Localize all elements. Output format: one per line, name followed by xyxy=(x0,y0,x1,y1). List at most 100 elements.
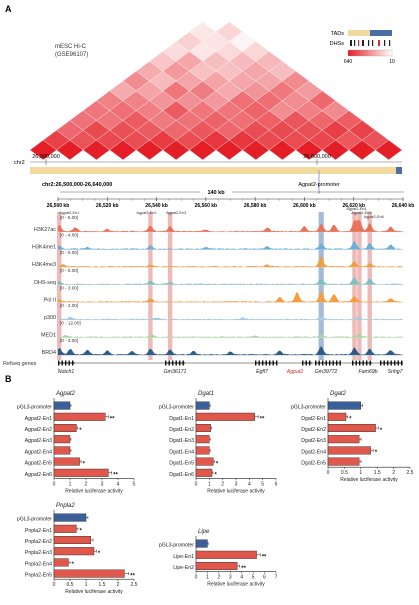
gene-exon xyxy=(61,360,63,366)
enhancer-band xyxy=(357,212,362,360)
dhs-mark xyxy=(350,40,352,46)
gene-exon xyxy=(272,360,274,366)
gene-exon xyxy=(68,360,70,366)
chart-bar xyxy=(53,446,71,455)
chart-2: Dgat2 0 0.5 1 1.5 2 2.5 Relative luciferase act… xyxy=(291,391,414,483)
tad-bar-end xyxy=(396,167,402,174)
gene-exon xyxy=(325,360,327,366)
panel-b-letter: B xyxy=(5,374,12,384)
chart-bar xyxy=(327,435,360,444)
chart-bar xyxy=(53,569,125,578)
enhancer-labels: Agpat2-En1 Agpat2-En2 Agpat2-En3 Agpat2-En4… xyxy=(59,207,384,219)
chart-tick-label: 0 xyxy=(53,582,56,588)
chart-bar xyxy=(53,435,71,444)
track-signal xyxy=(58,277,403,285)
track-range: [0 - 4.00] xyxy=(60,233,78,238)
chart-title: Agpat2 xyxy=(55,391,76,397)
enhancer-band xyxy=(57,212,62,360)
gene-exon xyxy=(387,360,389,366)
hic-cell xyxy=(375,139,403,161)
chart-bar xyxy=(195,435,210,444)
chart-category-label: Dgat1-En5 xyxy=(169,461,194,467)
gene-exon xyxy=(262,360,264,366)
legend-scale-lo: 10 xyxy=(389,59,395,65)
chart-tick-label: 0 xyxy=(195,575,198,581)
chart-4: Lipe 0 1 2 3 4 5 6 7 Relative luciferase activity… xyxy=(159,529,278,588)
chart-bar xyxy=(53,424,77,433)
track-name: Pol II xyxy=(44,297,56,303)
gene-exon xyxy=(309,360,311,366)
chart-significance: ** xyxy=(130,573,135,579)
chart-bar xyxy=(195,539,208,548)
chart-significance: * xyxy=(349,417,352,423)
gene-exon xyxy=(329,360,331,366)
track-range: [0 - 5.00] xyxy=(60,268,78,273)
chart-significance: * xyxy=(98,551,101,557)
chart-tick-label: 3 xyxy=(101,481,104,487)
gene-exon xyxy=(401,360,403,366)
gene-label: Gm36171 xyxy=(164,369,187,375)
chart-tick-label: 1.5 xyxy=(374,470,381,476)
signal-tracks: [0 - 5.00] H3K27ac [0 - 4.00] H3K4me1 [0 - 6… xyxy=(32,215,403,356)
gene-exon xyxy=(369,360,371,366)
chart-bar xyxy=(53,401,71,410)
chart-tick-label: 1 xyxy=(206,575,209,581)
dhs-mark xyxy=(368,40,370,46)
chart-category-label: Agpat2-En4 xyxy=(25,449,53,455)
chart-xlabel: Relative luciferase activity xyxy=(340,477,398,483)
gene-exon xyxy=(276,360,278,366)
chart-bar xyxy=(195,401,210,410)
enhancer-band xyxy=(352,212,357,360)
track-range: [0 - 2.00] xyxy=(60,303,78,308)
chart-significance: ** xyxy=(241,566,246,572)
dhs-mark xyxy=(372,40,374,46)
chart-bar xyxy=(53,558,69,567)
chart-tick-label: 6 xyxy=(263,575,266,581)
chart-category-label: Dgat2-En1 xyxy=(301,416,326,422)
hic-heatmap xyxy=(29,11,403,161)
gene-exon xyxy=(65,360,67,366)
gene-exon xyxy=(182,360,184,366)
gene-exon xyxy=(72,360,74,366)
chart-bar xyxy=(53,468,109,477)
chart-significance: ** xyxy=(262,555,267,561)
chart-tick-label: 5 xyxy=(133,481,136,487)
enhancer-band xyxy=(167,212,173,360)
gene-exon xyxy=(269,360,271,366)
track-name: H3K27ac xyxy=(34,227,56,233)
track-name: H3K4me1 xyxy=(32,245,56,251)
chart-category-label: pGL3-promoter xyxy=(159,543,194,549)
gene-exon xyxy=(390,360,392,366)
chart-bar xyxy=(53,536,91,545)
gene-exon xyxy=(265,360,267,366)
track-range: [0 - 3.00] xyxy=(60,338,78,343)
panel-a-letter: A xyxy=(5,4,12,14)
coord-tick-label: 26,640 kb xyxy=(392,203,415,209)
track-signal xyxy=(58,291,403,303)
chr-tick-label-1: 26,500,000 xyxy=(32,154,60,160)
enhancer-label: Agpat2-En5 xyxy=(351,211,371,215)
enhancer-band xyxy=(148,212,153,360)
chart-tick-label: 4 xyxy=(248,481,251,487)
enhancer-label: Agpat2-En3 xyxy=(166,211,186,215)
chart-bar xyxy=(327,424,376,433)
dhs-mark xyxy=(384,40,386,46)
dhs-mark xyxy=(378,40,380,46)
track-range: [0 - 12.00] xyxy=(60,321,81,326)
chart-1: Dgat1 0 1 2 3 4 5 6 Relative luciferase activity… xyxy=(159,391,278,494)
chart-category-label: Agpat2-En6 xyxy=(25,472,53,478)
chart-category-label: pGL3-promoter xyxy=(159,405,194,411)
gene-label: Snhg7 xyxy=(387,369,403,375)
gene-exon xyxy=(302,360,304,366)
chart-tick-label: 4 xyxy=(240,575,243,581)
gene-exon xyxy=(355,360,357,366)
refseq-label: Refseq genes xyxy=(3,361,37,367)
chart-significance: ** xyxy=(110,417,115,423)
chart-bar xyxy=(53,457,80,466)
gene-exon xyxy=(168,360,170,366)
chart-tick-label: 3 xyxy=(235,481,238,487)
gene-exon xyxy=(359,360,361,366)
enhancer-label: Agpat2-En4 xyxy=(346,207,366,211)
hic-subtitle: (GSE96107) xyxy=(55,52,88,58)
chart-tick-label: 2 xyxy=(85,481,88,487)
